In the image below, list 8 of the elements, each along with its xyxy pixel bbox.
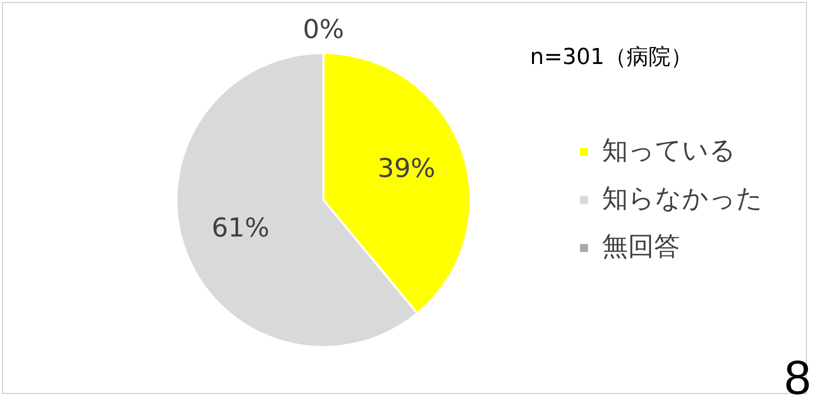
data-label: 39% (378, 154, 436, 184)
text: 8 (784, 351, 811, 400)
data-label: 61% (212, 214, 270, 244)
legend-label: 知っている (602, 136, 736, 166)
text: 0% (302, 14, 344, 45)
legend-label: 無回答 (602, 232, 680, 262)
legend-label: 知らなかった (602, 184, 763, 214)
chart-title: n=301（病院） (530, 44, 692, 72)
